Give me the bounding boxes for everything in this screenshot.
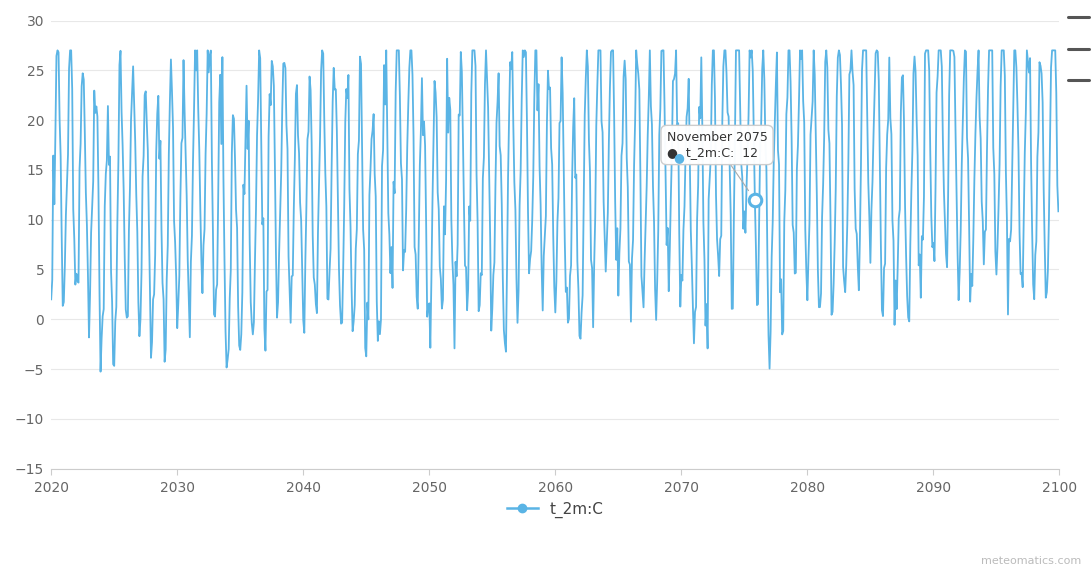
Legend: t_2m:C: t_2m:C [501, 495, 609, 524]
Text: meteomatics.com: meteomatics.com [981, 557, 1081, 566]
Text: ●: ● [673, 152, 684, 164]
Text: November 2075
●  t_2m:C:  12: November 2075 ● t_2m:C: 12 [666, 131, 768, 190]
